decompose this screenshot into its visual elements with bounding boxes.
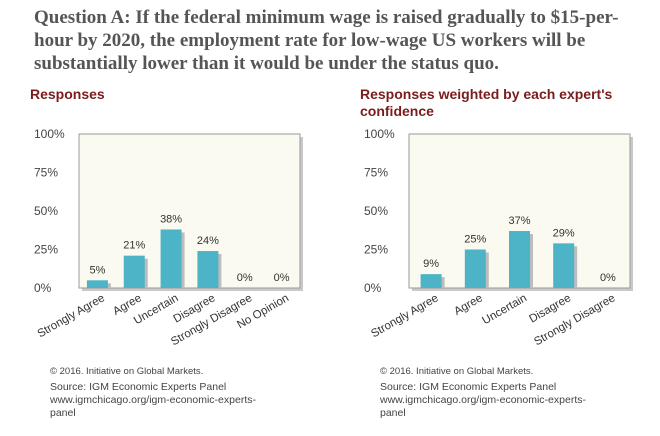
data-label: 9%	[423, 258, 439, 270]
source-text: Source: IGM Economic Experts Panel www.i…	[50, 381, 300, 420]
data-label: 5%	[89, 264, 105, 276]
source-url-line: www.igmchicago.org/igm-economic-experts-	[50, 394, 256, 406]
source-url-line: panel	[380, 407, 406, 419]
y-tick-label: 50%	[364, 204, 388, 218]
weighted-responses-panel: Responses weighted by each expert's conf…	[330, 86, 640, 436]
y-tick-label: 0%	[34, 281, 52, 295]
data-label: 29%	[553, 227, 575, 239]
copyright-text: © 2016. Initiative on Global Markets.	[380, 366, 534, 377]
weighted-responses-chart: 0% 25% 50% 75% 100% 9% Strongly Agree 25% Agree 3…	[364, 127, 633, 348]
bar	[464, 249, 486, 288]
data-label: 25%	[464, 234, 486, 246]
chart-title: Responses	[30, 86, 105, 102]
responses-panel: Responses 0% 25% 50% 75% 100% 5% Strongly Agre…	[0, 86, 310, 436]
x-tick-label: Strongly Agree	[36, 292, 107, 340]
plot-area	[78, 133, 301, 289]
source-text: Source: IGM Economic Experts Panel www.i…	[380, 381, 630, 420]
data-label: 24%	[197, 235, 219, 247]
bar	[553, 243, 575, 288]
responses-chart: 0%25%50%75%100%5%Strongly Agree21%Agree3…	[34, 127, 303, 348]
y-tick-label: 75%	[34, 166, 58, 180]
y-tick-label: 25%	[364, 243, 388, 257]
source-line: Source: IGM Economic Experts Panel	[380, 381, 557, 393]
data-label: 37%	[508, 215, 530, 227]
bar	[197, 251, 219, 288]
bar	[86, 280, 108, 288]
data-label: 0%	[600, 272, 616, 284]
y-tick-label: 50%	[34, 204, 58, 218]
question-title: Question A: If the federal minimum wage …	[34, 7, 619, 74]
bar	[509, 231, 530, 288]
data-label: 0%	[274, 272, 290, 284]
data-label: 38%	[160, 213, 182, 225]
source-url-line: www.igmchicago.org/igm-economic-experts-	[380, 394, 586, 406]
x-tick-label: Agree	[452, 292, 485, 318]
y-tick-label: 100%	[34, 127, 65, 141]
source-line: Source: IGM Economic Experts Panel	[50, 381, 227, 393]
x-tick-label: Strongly Disagree	[532, 292, 617, 348]
copyright-text: © 2016. Initiative on Global Markets.	[50, 366, 204, 377]
y-tick-label: 25%	[34, 243, 58, 257]
data-label: 21%	[123, 240, 145, 252]
x-tick-label: Strongly Agree	[369, 292, 440, 340]
chart-title: Responses weighted by each expert's conf…	[360, 86, 613, 119]
bar	[420, 274, 442, 288]
bar	[123, 255, 145, 288]
y-tick-label: 75%	[364, 166, 388, 180]
y-tick-label: 100%	[364, 127, 395, 141]
bar	[160, 229, 182, 288]
data-label: 0%	[237, 272, 253, 284]
source-url-line: panel	[50, 407, 76, 419]
y-tick-label: 0%	[364, 281, 382, 295]
x-tick-label: Uncertain	[480, 292, 529, 327]
